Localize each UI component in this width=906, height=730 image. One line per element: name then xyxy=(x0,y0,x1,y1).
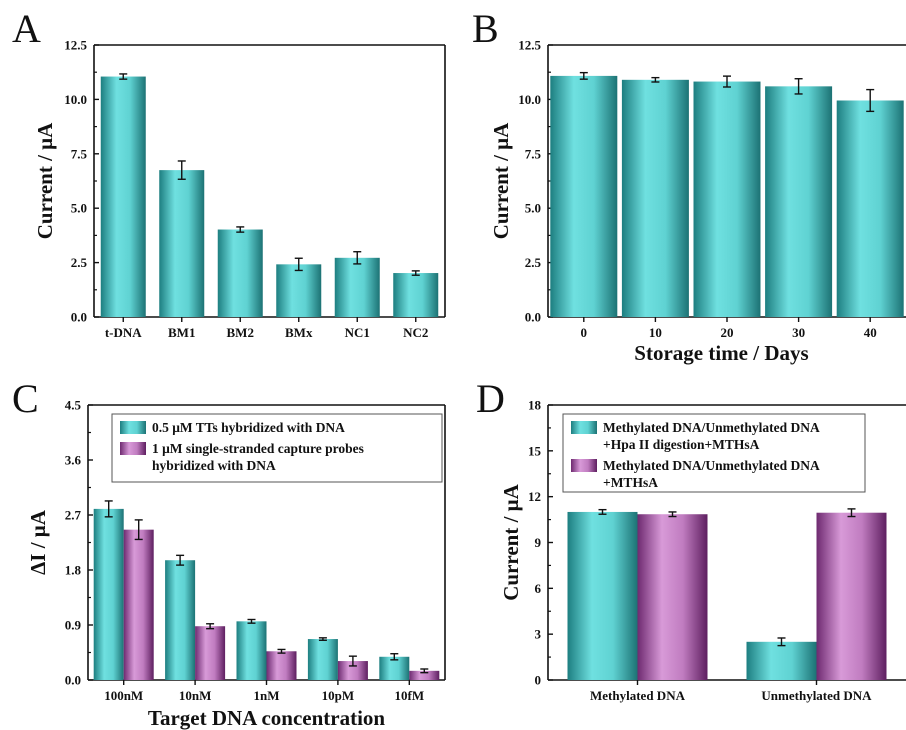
y-axis-title: ΔI / μA xyxy=(26,509,50,575)
legend-label: 0.5 μM TTs hybridized with DNA xyxy=(152,420,345,435)
bar xyxy=(550,75,618,317)
legend-swatch xyxy=(120,442,146,455)
y-tick-label: 5.0 xyxy=(71,201,87,216)
bar xyxy=(236,621,267,680)
y-tick-label: 12 xyxy=(528,489,541,504)
y-tick-label: 7.5 xyxy=(71,146,88,161)
panel-a-chart: 0.0 2.5 5.0 7.5 10.0 12.5 Current / μA t-DNA BM1… xyxy=(33,38,446,340)
x-tick-label: 10 xyxy=(649,325,662,340)
bar xyxy=(816,512,887,680)
bar xyxy=(621,79,689,317)
x-axis-title: Storage time / Days xyxy=(634,341,808,365)
y-tick-label: 9 xyxy=(535,535,542,550)
x-tick-label: 100nM xyxy=(104,688,143,703)
bar xyxy=(276,264,322,317)
x-tick-label: BMx xyxy=(285,325,313,340)
x-tick-label: 0 xyxy=(581,325,588,340)
bar xyxy=(266,651,297,680)
legend-box xyxy=(562,413,866,493)
x-tick-label: t-DNA xyxy=(105,325,142,340)
y-tick-label: 0.0 xyxy=(525,310,541,325)
x-tick-label: 10pM xyxy=(322,688,355,703)
x-tick-label: BM2 xyxy=(227,325,254,340)
x-tick-label: 20 xyxy=(721,325,734,340)
y-tick-label: 15 xyxy=(528,443,542,458)
panel-letter-c: C xyxy=(12,376,39,421)
bar xyxy=(637,514,708,680)
bar xyxy=(409,670,440,680)
y-tick-label: 0.0 xyxy=(65,673,81,688)
legend-label: 1 μM single-stranded capture probes hybri… xyxy=(152,441,364,473)
y-tick-label: 5.0 xyxy=(525,201,541,216)
bar xyxy=(337,661,368,680)
legend-label: Methylated DNA/Unmethylated DNA +Hpa II d… xyxy=(603,420,820,452)
y-tick-label: 18 xyxy=(528,398,542,413)
bar xyxy=(93,508,124,680)
y-tick-label: 10.0 xyxy=(518,92,541,107)
bar xyxy=(765,86,833,318)
bar xyxy=(217,229,263,317)
y-tick-label: 12.5 xyxy=(518,38,541,53)
legend-swatch xyxy=(571,459,597,472)
legend-swatch xyxy=(571,421,597,434)
x-tick-label: 30 xyxy=(792,325,805,340)
legend-label: Methylated DNA/Unmethylated DNA +MTHsA xyxy=(603,458,820,490)
panel-b-chart: 0.0 2.5 5.0 7.5 10.0 12.5 Current / μA Storage … xyxy=(489,38,906,365)
bar xyxy=(100,76,146,317)
x-tick-label: 1nM xyxy=(254,688,280,703)
y-tick-label: 7.5 xyxy=(525,146,542,161)
y-tick-label: 10.0 xyxy=(64,92,87,107)
y-tick-label: 0 xyxy=(535,673,542,688)
bar xyxy=(836,100,904,317)
y-tick-label: 1.8 xyxy=(65,563,82,578)
bar xyxy=(159,170,205,317)
bar xyxy=(393,273,439,317)
x-tick-label: NC1 xyxy=(345,325,370,340)
y-tick-label: 2.5 xyxy=(71,255,88,270)
bar xyxy=(379,656,410,680)
y-axis-title: Current / μA xyxy=(499,483,523,600)
bar xyxy=(746,641,817,680)
y-tick-label: 3.6 xyxy=(65,453,82,468)
x-tick-label: 40 xyxy=(864,325,877,340)
bar xyxy=(307,639,338,680)
legend-box xyxy=(111,413,443,483)
panel-letter-d: D xyxy=(476,376,505,421)
y-tick-label: 0.0 xyxy=(71,310,87,325)
panel-letter-b: B xyxy=(472,6,499,51)
x-tick-label: 10nM xyxy=(179,688,212,703)
x-tick-label: BM1 xyxy=(168,325,195,340)
bar xyxy=(334,257,380,317)
legend-swatch xyxy=(120,421,146,434)
y-tick-label: 12.5 xyxy=(64,38,87,53)
x-axis-title: Target DNA concentration xyxy=(148,706,386,730)
y-tick-label: 3 xyxy=(535,627,542,642)
panel-d-chart: 0 3 6 9 12 15 18 Current / μA Methylated DNA Unme… xyxy=(499,398,906,703)
y-tick-label: 2.7 xyxy=(65,508,82,523)
y-tick-label: 6 xyxy=(535,581,542,596)
panel-letter-a: A xyxy=(12,6,41,51)
x-tick-label: 10fM xyxy=(394,688,424,703)
bar xyxy=(693,81,761,318)
bar xyxy=(165,560,196,680)
bar xyxy=(195,626,226,680)
bar xyxy=(123,529,154,680)
y-tick-label: 4.5 xyxy=(65,398,82,413)
y-tick-label: 2.5 xyxy=(525,255,542,270)
y-tick-label: 0.9 xyxy=(65,618,82,633)
bar xyxy=(567,511,638,680)
y-axis-title: Current / μA xyxy=(33,122,57,239)
x-tick-label: NC2 xyxy=(403,325,428,340)
x-tick-label: Unmethylated DNA xyxy=(761,688,872,703)
y-axis-title: Current / μA xyxy=(489,122,513,239)
panel-c-chart: 0.0 0.9 1.8 2.7 3.6 4.5 ΔI / μA Target DNA conc… xyxy=(26,398,446,730)
x-tick-label: Methylated DNA xyxy=(590,688,686,703)
